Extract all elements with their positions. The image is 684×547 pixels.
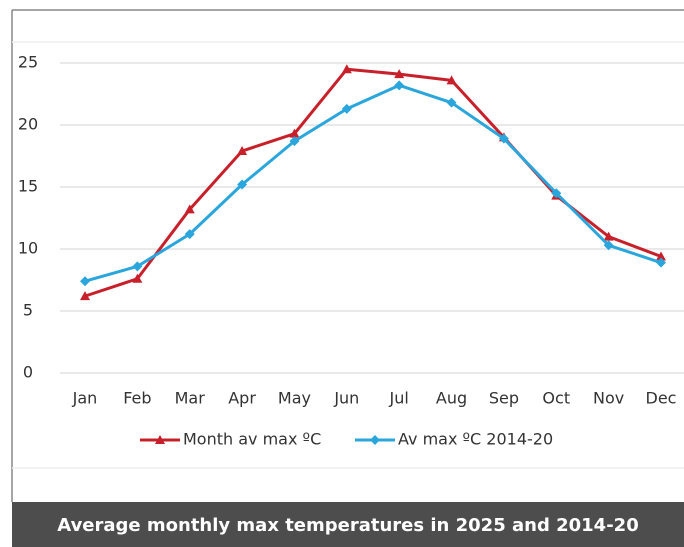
x-tick-label: Apr	[228, 389, 256, 408]
marker	[80, 291, 90, 301]
marker	[289, 136, 300, 147]
y-tick-label: 15	[18, 177, 38, 196]
y-tick-label: 20	[18, 115, 38, 134]
marker	[184, 204, 195, 214]
marker	[341, 103, 352, 114]
marker	[656, 251, 666, 261]
marker	[498, 133, 509, 144]
marker	[603, 240, 614, 251]
x-tick-label: Feb	[123, 389, 151, 408]
marker	[394, 69, 405, 79]
marker	[289, 128, 300, 138]
marker	[551, 188, 562, 199]
marker	[394, 80, 405, 91]
series-line	[84, 83, 662, 283]
x-tick-label: Jan	[72, 389, 98, 408]
x-tick-label: Nov	[593, 389, 624, 408]
x-tick-label: Oct	[542, 389, 570, 408]
legend-label: Av max ºC 2014-20	[398, 430, 553, 449]
x-tick-label: Aug	[436, 389, 467, 408]
marker	[132, 261, 143, 272]
marker	[80, 276, 90, 287]
y-tick-label: 5	[23, 301, 33, 320]
y-tick-label: 0	[23, 363, 33, 382]
y-tick-label: 10	[18, 239, 38, 258]
marker	[132, 273, 143, 283]
x-tick-label: Dec	[646, 389, 677, 408]
x-tick-label: Sep	[489, 389, 519, 408]
x-tick-label: Jul	[389, 389, 409, 408]
marker	[370, 435, 380, 445]
marker	[446, 75, 457, 85]
caption-bar	[12, 502, 684, 547]
marker	[603, 231, 614, 241]
caption: Average monthly max temperatures in 2025…	[57, 515, 638, 536]
marker	[184, 229, 195, 240]
legend-label: Month av max ºC	[183, 430, 321, 449]
x-tick-label: May	[278, 389, 311, 408]
marker	[155, 435, 165, 444]
x-tick-label: Mar	[175, 389, 206, 408]
y-tick-label: 25	[18, 53, 38, 72]
x-tick-label: Jun	[333, 389, 359, 408]
marker	[341, 64, 352, 74]
marker	[237, 179, 248, 190]
marker	[237, 146, 248, 156]
marker	[656, 257, 666, 268]
marker	[446, 97, 457, 108]
